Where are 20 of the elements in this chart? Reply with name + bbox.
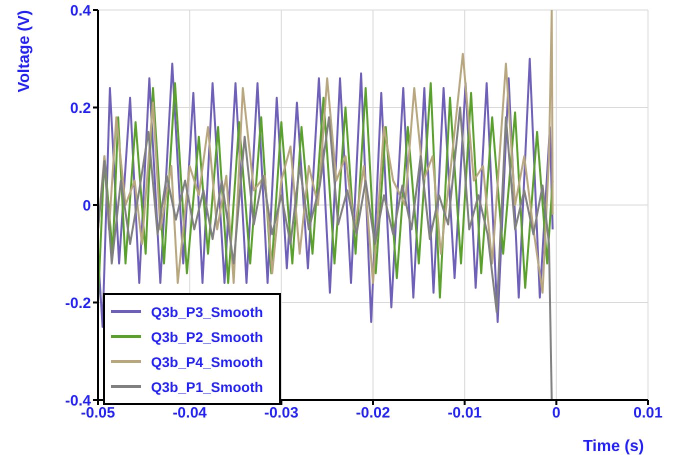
- x-tick-label: -0.01: [448, 404, 482, 422]
- legend-label: Q3b_P1_Smooth: [151, 378, 264, 394]
- x-axis-title: Time (s): [582, 438, 644, 455]
- line-series: [98, 58, 554, 328]
- y-axis-title: Voltage (V): [16, 10, 34, 92]
- line-series: [98, 10, 554, 294]
- x-tick-label: -0.03: [264, 404, 298, 422]
- x-tick-label: -0.05: [80, 404, 116, 422]
- y-tick-label: 0: [82, 197, 91, 214]
- y-tick-label: 0.2: [70, 100, 91, 117]
- legend-label: Q3b_P3_Smooth: [151, 304, 264, 320]
- legend-label: Q3b_P4_Smooth: [151, 354, 264, 370]
- line-series: [98, 106, 553, 400]
- x-tick-label: -0.02: [356, 404, 390, 422]
- x-tick-label: -0.04: [172, 404, 208, 422]
- x-tick-label: 0.01: [633, 404, 663, 422]
- legend-label: Q3b_P2_Smooth: [151, 328, 264, 344]
- x-tick-label: 0: [552, 404, 561, 422]
- y-tick-label: 0.4: [70, 2, 92, 20]
- y-tick-label: -0.2: [65, 294, 91, 312]
